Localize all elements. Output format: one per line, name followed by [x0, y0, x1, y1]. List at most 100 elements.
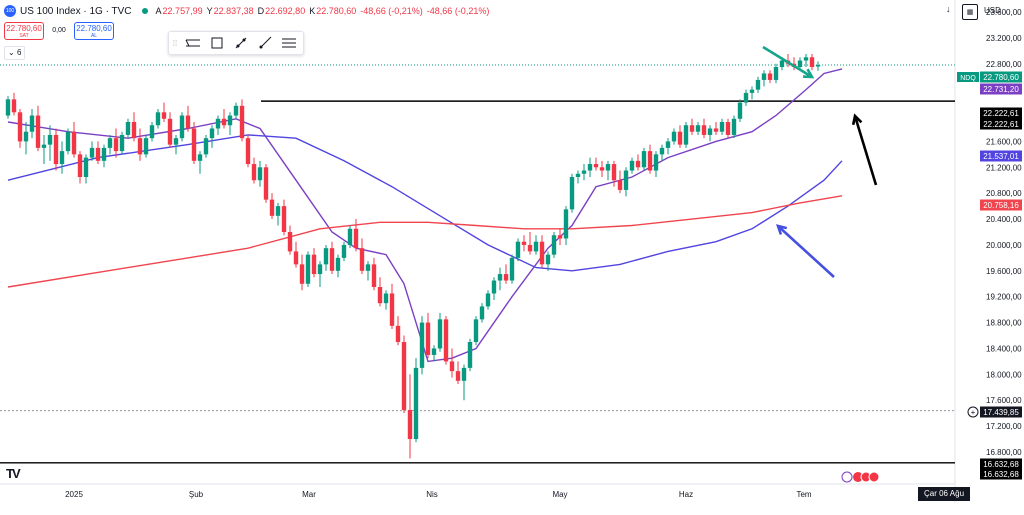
green-arrow-annotation[interactable]: [762, 45, 815, 79]
calendar-icon[interactable]: ▦: [962, 4, 978, 20]
y-tick-label: 21.600,00: [986, 137, 1022, 146]
buy-button[interactable]: 22.780,60 AL: [74, 22, 114, 40]
candle-body: [83, 157, 89, 177]
candle-body: [347, 228, 353, 245]
candle-body: [401, 342, 407, 410]
indicators-toggle[interactable]: ⌄ 6: [4, 46, 26, 60]
blue-arrow-annotation-head: [775, 224, 788, 235]
candle-body: [185, 115, 191, 129]
candle-body: [161, 112, 167, 119]
price-label-text: 16.632,68: [983, 470, 1019, 479]
black-arrow-annotation-head: [851, 113, 863, 126]
annotations[interactable]: [762, 45, 878, 278]
candle-body: [323, 248, 329, 265]
candle-body: [527, 244, 533, 252]
candle-body: [293, 251, 299, 265]
candle-body: [479, 306, 485, 320]
currency-label[interactable]: USD: [984, 6, 1001, 15]
symbol-tag: [957, 72, 979, 82]
black-arrow-annotation[interactable]: [851, 113, 878, 186]
trend-line-icon[interactable]: [229, 33, 253, 53]
x-tick-label: Tem: [796, 490, 811, 499]
candle-body: [665, 141, 671, 148]
sell-price: 22.780,60: [6, 24, 42, 33]
candle-body: [551, 235, 557, 255]
collapse-arrow-icon[interactable]: ↓: [946, 4, 951, 14]
candle-body: [425, 322, 431, 355]
ohlc-close: K22.780,60: [309, 6, 357, 16]
candle-body: [713, 128, 719, 132]
candle-body: [371, 264, 377, 287]
candle-body: [773, 67, 779, 80]
x-tick-label: 2025: [65, 490, 83, 499]
buy-price: 22.780,60: [76, 24, 112, 33]
flash-event-icon: [841, 471, 853, 483]
candle-body: [143, 138, 149, 155]
price-label-box: [980, 118, 1022, 130]
candle-body: [35, 115, 41, 148]
candle-body: [245, 138, 251, 165]
candle-body: [269, 199, 275, 216]
candle-body: [233, 105, 239, 116]
price-label-text: 17.439,85: [983, 408, 1019, 417]
candle-body: [191, 128, 197, 161]
symbol-title[interactable]: US 100 Index · 1G · TVC: [20, 5, 132, 17]
candle-body: [341, 244, 347, 258]
price-label-text: 22.731,20: [983, 85, 1019, 94]
y-tick-label: 18.400,00: [986, 344, 1022, 353]
candle-body: [485, 293, 491, 307]
parallel-channel-icon[interactable]: [277, 33, 301, 53]
tradingview-logo-icon[interactable]: TV: [6, 466, 21, 481]
candle-body: [557, 235, 563, 239]
candle-body: [299, 264, 305, 284]
moving-average-red: [7, 195, 843, 288]
price-label-box: [980, 406, 1022, 418]
candle-body: [359, 248, 365, 271]
candle-body: [629, 160, 635, 171]
candle-body: [797, 60, 803, 67]
candle-body: [203, 138, 209, 155]
blue-arrow-annotation[interactable]: [775, 224, 835, 278]
candle-body: [437, 319, 443, 349]
y-tick-label: 16.800,00: [986, 448, 1022, 457]
chart-header[interactable]: 100 US 100 Index · 1G · TVC A22.757,99 Y…: [4, 2, 489, 20]
candle-body: [647, 151, 653, 171]
candle-body: [695, 125, 701, 132]
sell-button[interactable]: 22.780,60 SAT: [4, 22, 44, 40]
candle-body: [389, 293, 395, 326]
candle-body: [653, 154, 659, 171]
ray-icon[interactable]: [253, 33, 277, 53]
candle-body: [221, 118, 227, 126]
candle-body: [455, 371, 461, 381]
candle-body: [395, 325, 401, 342]
candle-body: [467, 342, 473, 368]
horizontal-lines-icon[interactable]: [181, 33, 205, 53]
x-axis[interactable]: 2025 Şub Mar Nis May Haz Tem: [65, 490, 812, 499]
candle-body: [209, 128, 215, 139]
rectangle-icon[interactable]: [205, 33, 229, 53]
candle-body: [761, 73, 767, 80]
candle-body: [65, 131, 71, 152]
candle-body: [23, 131, 29, 142]
candle-body: [11, 99, 17, 113]
candle-body: [683, 125, 689, 145]
candle-body: [407, 409, 413, 440]
candle-body: [365, 264, 371, 271]
y-tick-label: 20.000,00: [986, 241, 1022, 250]
candle-body: [515, 241, 521, 258]
price-label-text: 22.222,61: [983, 120, 1019, 129]
sell-label: SAT: [19, 33, 29, 39]
horizontal-lines[interactable]: [0, 64, 955, 464]
candle-body: [275, 206, 281, 216]
y-tick-label: 20.800,00: [986, 189, 1022, 198]
candle-body: [305, 254, 311, 284]
price-chart[interactable]: 16.800,00 17.200,00 17.600,00 18.000,00 18.4…: [0, 0, 1024, 503]
candle-body: [257, 167, 263, 181]
candle-body: [263, 167, 269, 200]
flag-event-icon: [853, 472, 863, 482]
grip-icon[interactable]: ⁞⁞: [172, 38, 178, 48]
candle-body: [803, 57, 809, 61]
candle-body: [113, 138, 119, 152]
candle-body: [29, 115, 35, 132]
candle-body: [77, 154, 83, 177]
